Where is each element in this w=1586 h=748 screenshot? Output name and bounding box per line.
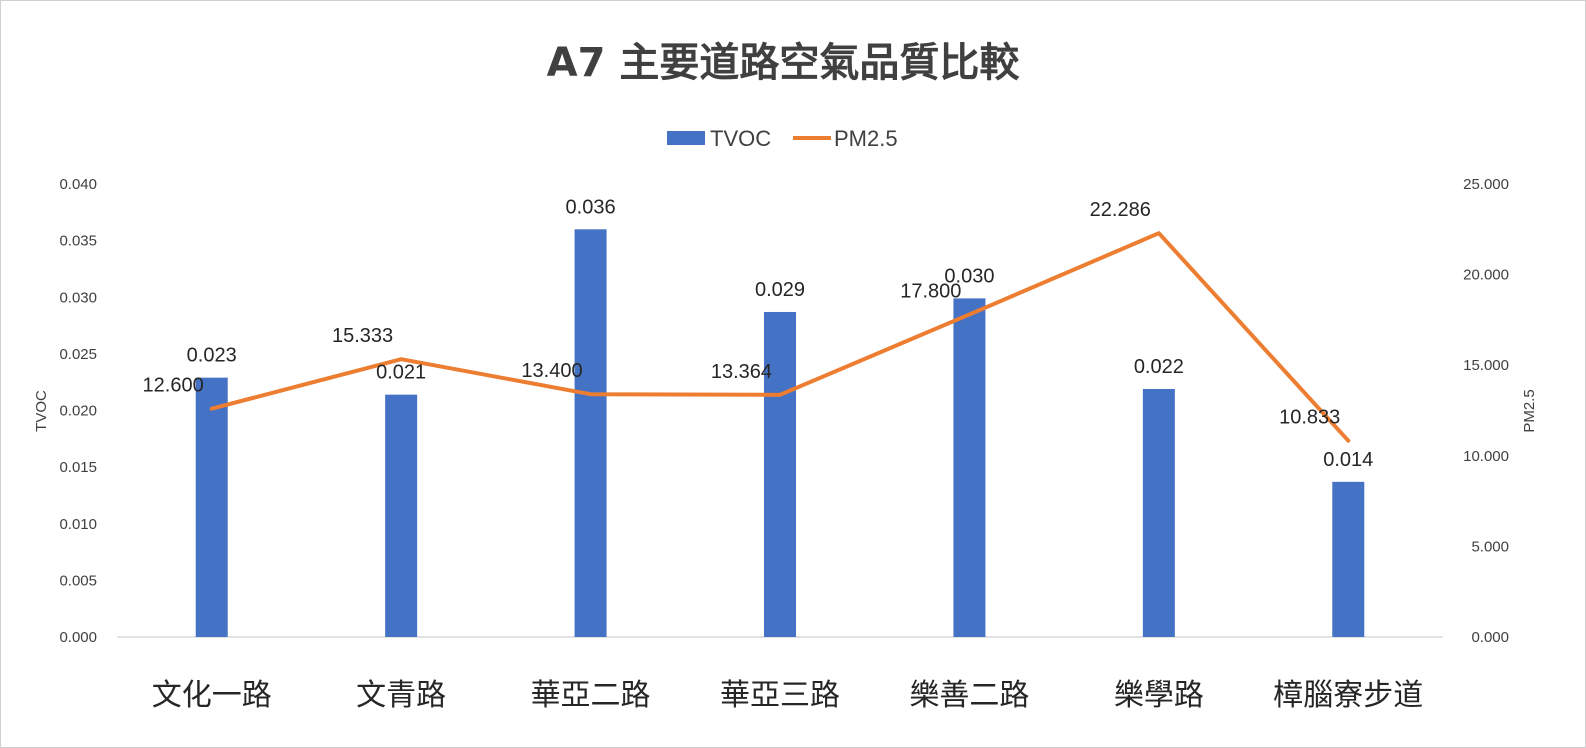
pm25-data-labels: 12.600 15.333 13.400 13.364 17.800 22.286 10.8… <box>143 199 1341 429</box>
pm25-series-line <box>209 231 1351 443</box>
tvoc-data-labels: 0.023 0.021 0.036 0.029 0.030 0.022 0.014 <box>187 196 1374 471</box>
tvoc-data-label: 0.021 <box>376 362 426 384</box>
category-label: 樂善二路 <box>909 678 1029 713</box>
legend-label-tvoc: TVOC <box>710 126 771 151</box>
right-tick-label: 20.000 <box>1463 267 1509 284</box>
category-label: 華亞二路 <box>531 678 651 713</box>
tvoc-data-label: 0.029 <box>755 279 805 301</box>
right-tick-label: 15.000 <box>1463 357 1509 374</box>
left-tick-label: 0.035 <box>59 233 97 250</box>
tvoc-data-label: 0.023 <box>187 345 237 367</box>
tvoc-bar <box>385 394 418 637</box>
tvoc-bars <box>195 229 1365 638</box>
right-tick-label: 5.000 <box>1471 538 1509 555</box>
right-tick-label: 10.000 <box>1463 448 1509 465</box>
left-tick-label: 0.025 <box>59 346 97 363</box>
tvoc-bar <box>1142 388 1175 637</box>
tvoc-bar <box>1332 481 1365 637</box>
pm25-data-label: 15.333 <box>332 325 393 347</box>
pm25-line <box>209 231 1351 443</box>
tvoc-data-label: 0.014 <box>1323 449 1373 471</box>
right-tick-label: 25.000 <box>1463 176 1509 193</box>
y-axis-title-left: TVOC <box>33 390 50 432</box>
left-tick-label: 0.020 <box>59 403 97 420</box>
left-tick-label: 0.010 <box>59 516 97 533</box>
tvoc-bar <box>953 298 986 637</box>
right-axis-ticks: 0.000 5.000 10.000 15.000 20.000 25.000 <box>1463 176 1509 646</box>
tvoc-bar <box>574 229 607 638</box>
pm25-data-label: 22.286 <box>1090 199 1151 221</box>
pm25-data-label: 17.800 <box>900 280 961 302</box>
legend: TVOC PM2.5 <box>667 126 898 151</box>
category-label: 樂學路 <box>1114 678 1204 713</box>
pm25-data-label: 12.600 <box>143 375 204 397</box>
left-tick-label: 0.015 <box>59 459 97 476</box>
category-label: 華亞三路 <box>720 678 840 713</box>
left-tick-label: 0.005 <box>59 572 97 589</box>
left-tick-label: 0.030 <box>59 289 97 306</box>
category-label: 樟腦寮步道 <box>1273 678 1423 713</box>
tvoc-bar <box>195 377 228 637</box>
category-label: 文青路 <box>356 678 446 713</box>
right-tick-label: 0.000 <box>1471 629 1509 646</box>
legend-swatch-tvoc <box>667 131 705 145</box>
tvoc-data-label: 0.036 <box>566 196 616 218</box>
left-tick-label: 0.040 <box>59 176 97 193</box>
pm25-data-label: 13.364 <box>711 361 772 383</box>
left-axis-ticks: 0.000 0.005 0.010 0.015 0.020 0.025 0.030 0.035… <box>59 176 97 646</box>
category-label: 文化一路 <box>152 678 272 713</box>
category-labels: 文化一路 文青路 華亞二路 華亞三路 樂善二路 樂學路 樟腦寮步道 <box>152 678 1424 713</box>
pm25-data-label: 10.833 <box>1279 407 1340 429</box>
pm25-data-label: 13.400 <box>521 360 582 382</box>
tvoc-bar <box>764 311 796 637</box>
legend-label-pm25: PM2.5 <box>834 126 898 151</box>
left-tick-label: 0.000 <box>59 629 97 646</box>
y-axis-title-right: PM2.5 <box>1521 389 1538 432</box>
tvoc-data-label: 0.022 <box>1134 356 1184 378</box>
chart-title: A7 主要道路空氣品質比較 <box>547 40 1021 86</box>
tvoc-data-label: 0.030 <box>944 265 994 287</box>
